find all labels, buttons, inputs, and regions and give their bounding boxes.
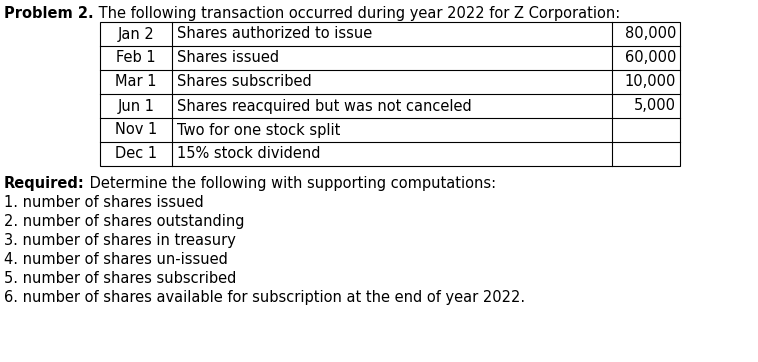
Text: 2. number of shares outstanding: 2. number of shares outstanding [4, 214, 245, 229]
Text: Mar 1: Mar 1 [115, 75, 157, 89]
Text: 10,000: 10,000 [625, 75, 676, 89]
Text: 4. number of shares un-issued: 4. number of shares un-issued [4, 252, 228, 267]
Text: Shares issued: Shares issued [177, 51, 279, 66]
Text: 60,000: 60,000 [625, 51, 676, 66]
Text: Shares reacquired but was not canceled: Shares reacquired but was not canceled [177, 98, 471, 114]
Text: 3. number of shares in treasury: 3. number of shares in treasury [4, 233, 236, 248]
Text: The following transaction occurred during year 2022 for Z Corporation:: The following transaction occurred durin… [94, 6, 620, 21]
Text: Dec 1: Dec 1 [115, 147, 157, 161]
Text: 15% stock dividend: 15% stock dividend [177, 147, 321, 161]
Text: Problem 2.: Problem 2. [4, 6, 94, 21]
Text: Feb 1: Feb 1 [116, 51, 156, 66]
Bar [100, 22, 680, 166]
Text: Jun 1: Jun 1 [117, 98, 155, 114]
Text: 5. number of shares subscribed: 5. number of shares subscribed [4, 271, 236, 286]
Text: 80,000: 80,000 [625, 26, 676, 42]
Text: Required:: Required: [4, 176, 85, 191]
Text: 1. number of shares issued: 1. number of shares issued [4, 195, 204, 210]
Text: Nov 1: Nov 1 [115, 122, 157, 138]
Text: Shares subscribed: Shares subscribed [177, 75, 312, 89]
Text: 6. number of shares available for subscription at the end of year 2022.: 6. number of shares available for subscr… [4, 290, 525, 305]
Text: Jan 2: Jan 2 [117, 26, 155, 42]
Text: Shares authorized to issue: Shares authorized to issue [177, 26, 372, 42]
Text: Determine the following with supporting computations:: Determine the following with supporting … [85, 176, 496, 191]
Text: Two for one stock split: Two for one stock split [177, 122, 340, 138]
Text: 5,000: 5,000 [634, 98, 676, 114]
